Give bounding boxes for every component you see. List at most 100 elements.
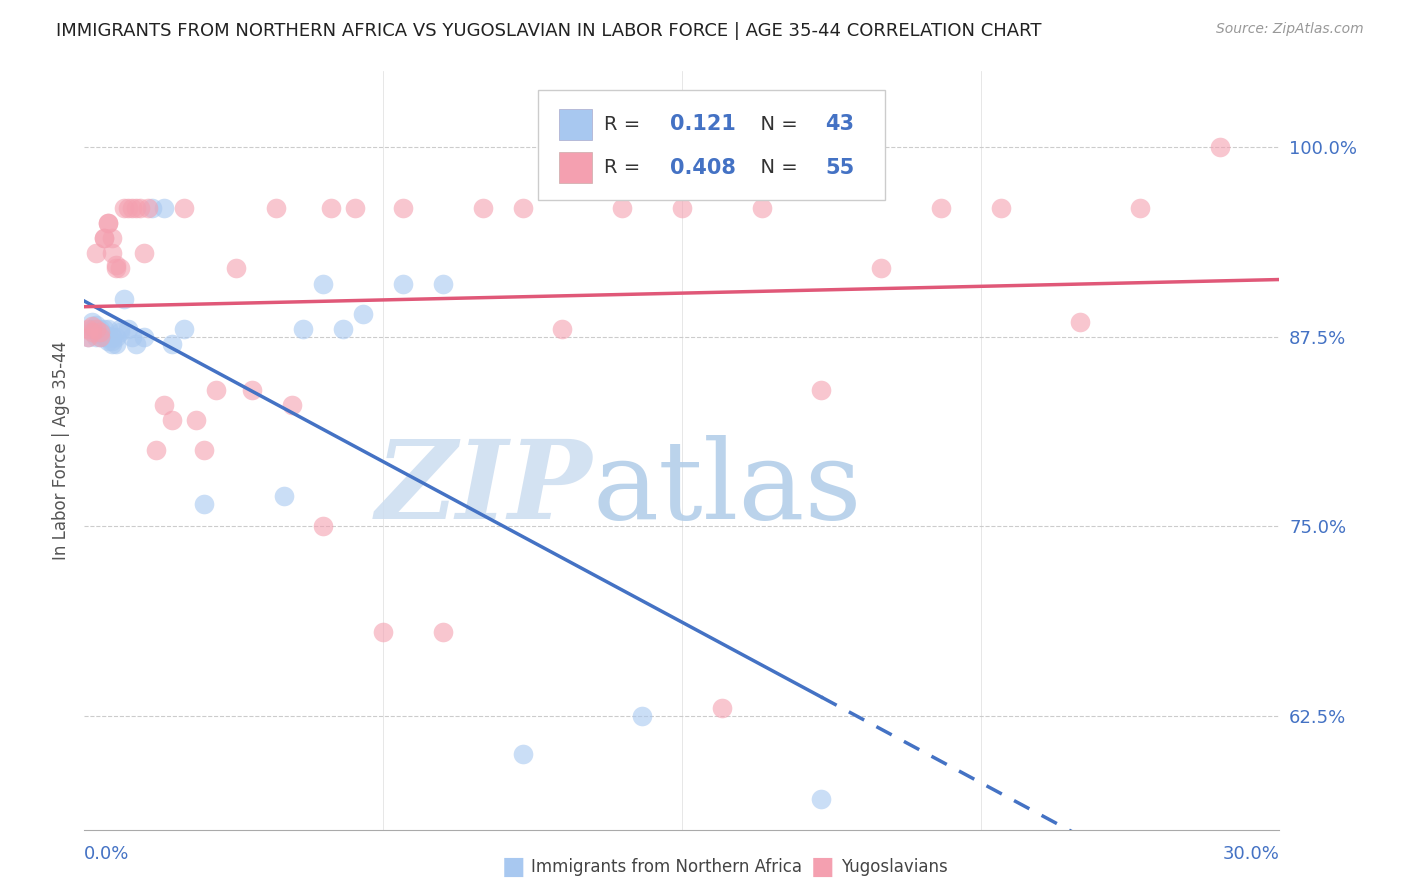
Point [551,322,574,336]
Text: R =: R = [605,115,652,134]
FancyBboxPatch shape [538,90,886,201]
Text: N =: N = [748,158,804,178]
Point [117,201,139,215]
Text: Yugoslavians: Yugoslavians [841,858,948,876]
Point [193,497,215,511]
Point [225,261,247,276]
Point [1129,201,1152,215]
Point [352,307,374,321]
Point [89,326,111,341]
Point [86,318,108,332]
Point [82,322,104,336]
Point [82,325,104,339]
Point [125,337,148,351]
Point [97,322,120,336]
Point [101,337,124,351]
Point [121,201,143,215]
Point [101,334,124,349]
Point [160,337,183,351]
Point [273,489,295,503]
Point [280,398,302,412]
Point [125,201,148,215]
Text: atlas: atlas [592,435,862,541]
Point [145,443,167,458]
Point [93,231,115,245]
Point [110,261,132,276]
Point [292,322,315,336]
Point [205,383,228,397]
Point [373,625,395,640]
Point [110,325,132,339]
Point [129,201,152,215]
Point [512,747,534,761]
Point [89,322,111,336]
Point [89,330,111,344]
Point [160,413,183,427]
Point [105,261,128,276]
Point [751,201,773,215]
Point [93,322,115,336]
Point [82,315,104,329]
Point [105,337,128,351]
Text: 30.0%: 30.0% [1223,845,1279,863]
Point [671,201,693,215]
Text: 0.121: 0.121 [671,114,735,135]
Text: 0.408: 0.408 [671,158,735,178]
Point [392,201,415,215]
Point [710,701,733,715]
Point [77,322,100,336]
Point [153,201,176,215]
Point [93,231,115,245]
Point [121,330,143,344]
Text: 43: 43 [825,114,855,135]
Point [89,330,111,344]
Point [86,330,108,344]
Point [471,201,494,215]
Point [432,625,454,640]
Y-axis label: In Labor Force | Age 35-44: In Labor Force | Age 35-44 [52,341,70,560]
Point [141,201,163,215]
Point [93,326,115,341]
Point [344,201,367,215]
Text: 0.0%: 0.0% [84,845,129,863]
Point [631,709,654,723]
Text: IMMIGRANTS FROM NORTHERN AFRICA VS YUGOSLAVIAN IN LABOR FORCE | AGE 35-44 CORREL: IMMIGRANTS FROM NORTHERN AFRICA VS YUGOS… [56,22,1042,40]
Point [117,322,139,336]
Point [1069,315,1091,329]
Point [1209,140,1232,154]
Point [89,325,111,339]
Point [392,277,415,291]
FancyBboxPatch shape [558,153,592,183]
Point [173,322,195,336]
Point [929,201,952,215]
Point [82,319,104,334]
Point [312,519,335,533]
Point [184,413,207,427]
FancyBboxPatch shape [558,110,592,140]
Point [153,398,176,412]
Point [612,201,634,215]
Point [512,201,534,215]
Point [112,292,135,306]
Point [193,443,215,458]
Point [101,330,124,344]
Point [77,330,100,344]
Point [86,246,108,260]
Point [312,277,335,291]
Text: 55: 55 [825,158,855,178]
Point [810,792,832,806]
Text: ZIP: ZIP [375,434,592,542]
Point [173,201,195,215]
Point [264,201,287,215]
Point [86,322,108,336]
Point [105,259,128,273]
Text: N =: N = [748,115,804,134]
Point [86,325,108,339]
Point [870,261,893,276]
Point [136,201,159,215]
Point [132,246,156,260]
Point [110,322,132,336]
Point [97,216,120,230]
Point [93,328,115,343]
Point [132,330,156,344]
